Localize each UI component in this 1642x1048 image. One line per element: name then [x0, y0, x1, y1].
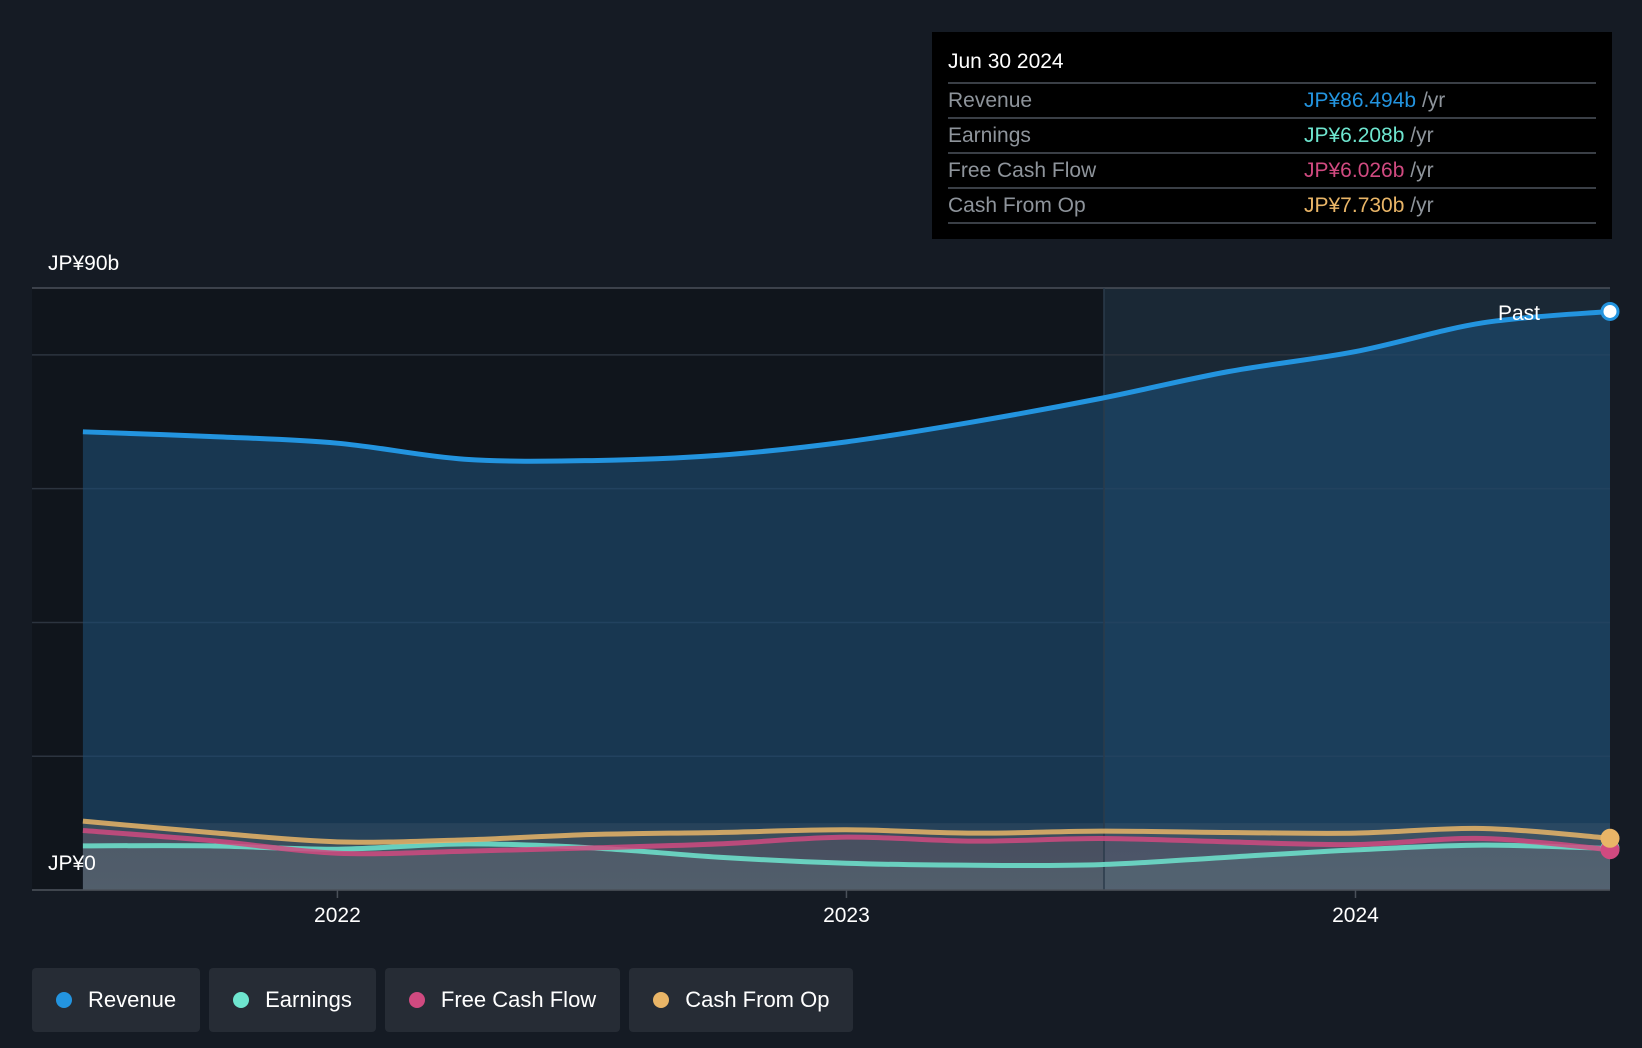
legend-item-earnings[interactable]: Earnings: [209, 968, 376, 1032]
y-tick-label-min: JP¥0: [48, 852, 96, 875]
series-area-revenue: [82, 311, 1610, 890]
tooltip-unit: /yr: [1410, 124, 1434, 147]
x-tick-label: 2022: [314, 904, 361, 927]
y-tick-label-max: JP¥90b: [48, 252, 120, 275]
legend-dot-icon: [233, 992, 250, 1008]
legend-dot-icon: [56, 992, 72, 1008]
tooltip-label: Earnings: [948, 124, 1031, 147]
series-endpoint-revenue: [1600, 301, 1620, 321]
series-endpoints: [1600, 301, 1620, 860]
legend-dot-icon: [653, 992, 670, 1008]
tooltip: Jun 30 2024 Revenue JP¥86.494b /yr Earni…: [932, 32, 1612, 239]
tooltip-row-cash-from-op: Cash From Op JP¥7.730b /yr: [948, 189, 1596, 224]
tooltip-row-earnings: Earnings JP¥6.208b /yr: [948, 119, 1596, 154]
legend-item-revenue[interactable]: Revenue: [32, 968, 201, 1032]
legend-dot-icon: [408, 992, 425, 1008]
tooltip-label: Free Cash Flow: [948, 159, 1097, 182]
legend: Revenue Earnings Free Cash Flow Cash Fro…: [32, 968, 854, 1032]
series-lines: [82, 308, 1610, 869]
tooltip-unit: /yr: [1421, 89, 1446, 112]
tooltip-row-free-cash-flow: Free Cash Flow JP¥6.026b /yr: [948, 154, 1596, 189]
tooltip-row-revenue: Revenue JP¥86.494b /yr: [948, 84, 1596, 119]
series-line-cash-from-op: [82, 818, 1610, 845]
tooltip-unit: /yr: [1410, 194, 1434, 217]
tooltip-value: JP¥7.730b: [1304, 194, 1405, 217]
tooltip-value: JP¥6.208b: [1304, 124, 1405, 147]
x-tick-label: 2023: [823, 904, 870, 927]
series-endpoint-cash-from-op: [1600, 828, 1620, 848]
tooltip-label: Cash From Op: [948, 194, 1086, 217]
legend-item-free-cash-flow[interactable]: Free Cash Flow: [384, 968, 621, 1032]
legend-label: Revenue: [88, 987, 177, 1012]
x-axis: 2022 2023 2024: [32, 889, 1610, 927]
x-tick-label: 2024: [1332, 904, 1379, 927]
series-line-free-cash-flow: [82, 827, 1610, 857]
tooltip-date: Jun 30 2024: [948, 46, 1596, 84]
series-line-revenue: [82, 308, 1610, 464]
tooltip-value: JP¥86.494b: [1304, 89, 1417, 112]
series-line-earnings: [82, 841, 1610, 869]
legend-label: Cash From Op: [685, 987, 830, 1012]
tooltip-label: Revenue: [948, 89, 1033, 112]
tooltip-value: JP¥6.026b: [1304, 159, 1405, 182]
tooltip-unit: /yr: [1410, 159, 1434, 182]
legend-label: Earnings: [265, 987, 352, 1012]
legend-item-cash-from-op[interactable]: Cash From Op: [629, 968, 854, 1032]
legend-label: Free Cash Flow: [440, 987, 597, 1012]
past-label: Past: [1498, 302, 1540, 325]
